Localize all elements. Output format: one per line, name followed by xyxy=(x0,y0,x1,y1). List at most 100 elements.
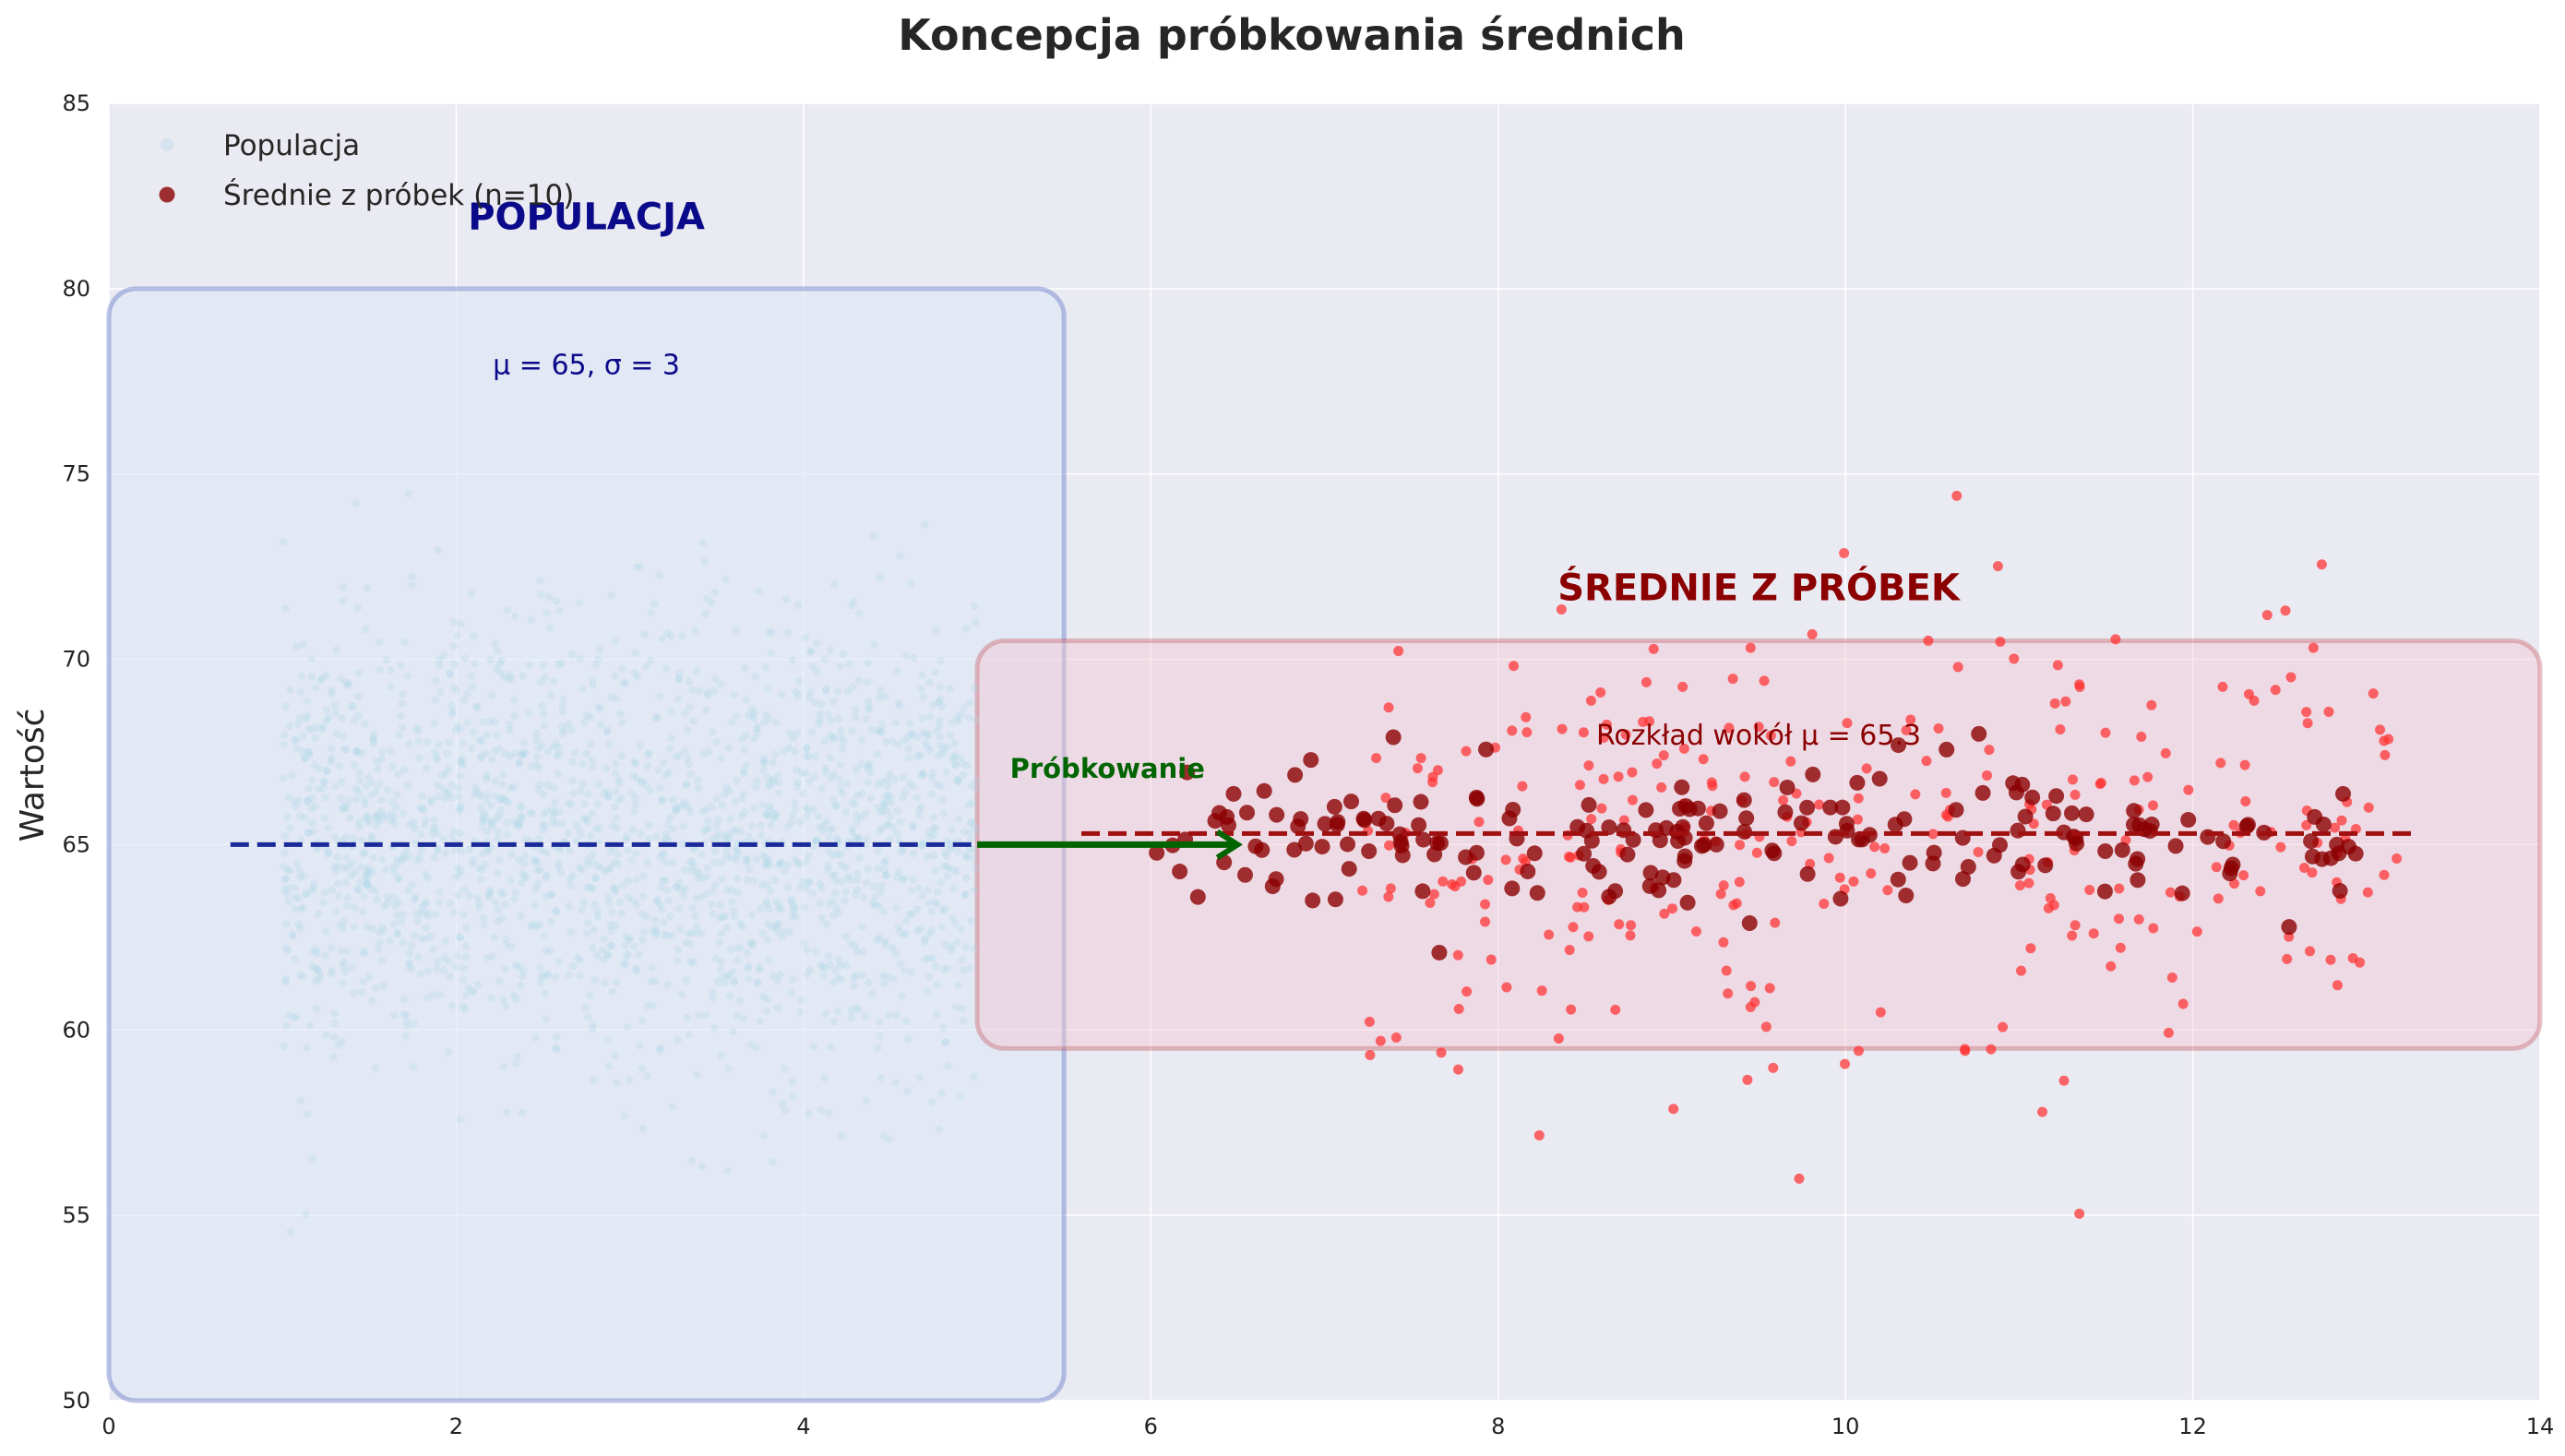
data-point xyxy=(955,717,963,725)
data-point xyxy=(350,716,359,725)
data-point xyxy=(682,781,690,790)
data-point xyxy=(2315,817,2332,833)
data-point xyxy=(877,808,885,817)
data-point xyxy=(2355,957,2366,968)
data-point xyxy=(698,539,708,547)
data-point xyxy=(469,632,478,640)
data-point xyxy=(954,815,963,823)
data-point xyxy=(431,748,439,757)
data-point xyxy=(2128,855,2144,872)
data-point xyxy=(403,672,412,680)
data-point xyxy=(789,975,797,984)
data-point xyxy=(833,686,842,696)
data-point xyxy=(958,758,967,768)
data-point xyxy=(1668,1104,1679,1115)
data-point xyxy=(793,779,802,787)
data-point xyxy=(292,1012,301,1021)
data-point xyxy=(936,733,945,742)
data-point xyxy=(770,876,779,884)
data-point xyxy=(788,1092,797,1101)
data-point xyxy=(825,847,833,856)
data-point xyxy=(927,926,937,935)
data-point xyxy=(801,633,810,642)
data-point xyxy=(943,872,952,880)
data-point xyxy=(1614,919,1625,930)
data-point xyxy=(914,884,924,892)
data-point xyxy=(1736,792,1752,808)
data-point xyxy=(816,899,825,908)
y-tick-label: 65 xyxy=(62,831,90,857)
data-point xyxy=(674,1035,682,1044)
data-point xyxy=(916,751,925,759)
data-point xyxy=(933,980,941,989)
data-point xyxy=(704,691,712,699)
data-point xyxy=(483,816,492,825)
data-point xyxy=(933,900,941,909)
data-point xyxy=(741,663,749,673)
data-point xyxy=(285,1011,293,1020)
data-point xyxy=(710,686,719,696)
data-point xyxy=(1380,793,1391,804)
data-point xyxy=(953,775,962,784)
data-point xyxy=(669,858,677,866)
data-point xyxy=(554,770,563,778)
data-point xyxy=(813,638,821,648)
data-point xyxy=(439,834,447,842)
data-point xyxy=(939,1024,948,1032)
data-point xyxy=(2084,885,2095,896)
data-point xyxy=(328,690,336,698)
data-point xyxy=(937,782,945,790)
data-point xyxy=(361,800,369,809)
data-point xyxy=(311,977,320,985)
data-point xyxy=(379,812,388,820)
data-point xyxy=(663,981,672,989)
data-point xyxy=(361,720,369,728)
data-point xyxy=(665,744,674,753)
data-point xyxy=(1375,1035,1386,1046)
data-point xyxy=(493,732,501,740)
data-point xyxy=(510,696,519,704)
data-point xyxy=(816,715,824,724)
data-point xyxy=(652,712,662,722)
data-point xyxy=(307,805,316,813)
data-point xyxy=(1921,756,1932,767)
data-point xyxy=(1384,840,1395,851)
data-point xyxy=(683,1013,691,1022)
data-point xyxy=(408,580,416,590)
data-point xyxy=(789,901,798,910)
data-point xyxy=(762,880,771,889)
data-point xyxy=(712,737,721,746)
data-point xyxy=(1370,810,1387,827)
data-point xyxy=(571,748,579,758)
data-point xyxy=(537,846,545,855)
data-point xyxy=(883,782,892,791)
data-point xyxy=(1799,865,1816,882)
data-point xyxy=(376,928,384,937)
data-point xyxy=(842,961,851,970)
data-point xyxy=(332,646,340,654)
data-point xyxy=(412,856,422,865)
data-point xyxy=(2130,872,2146,889)
data-point xyxy=(386,937,394,946)
data-point xyxy=(415,853,424,862)
data-point xyxy=(802,752,810,761)
data-point xyxy=(1834,872,1845,883)
data-point xyxy=(952,1003,960,1012)
data-point xyxy=(521,874,531,882)
data-point xyxy=(742,696,751,704)
data-point xyxy=(328,966,336,975)
data-point xyxy=(1853,793,1864,804)
data-point xyxy=(402,1017,412,1026)
data-point xyxy=(739,766,748,775)
data-point xyxy=(582,711,591,720)
data-point xyxy=(348,859,356,868)
data-point xyxy=(733,944,741,952)
data-point xyxy=(564,720,573,729)
data-point xyxy=(488,952,496,961)
observation-points xyxy=(1357,490,2403,1219)
data-point xyxy=(748,940,757,949)
data-point xyxy=(1986,1044,1997,1055)
data-point xyxy=(361,848,369,856)
data-point xyxy=(296,688,305,697)
data-point xyxy=(591,975,600,985)
